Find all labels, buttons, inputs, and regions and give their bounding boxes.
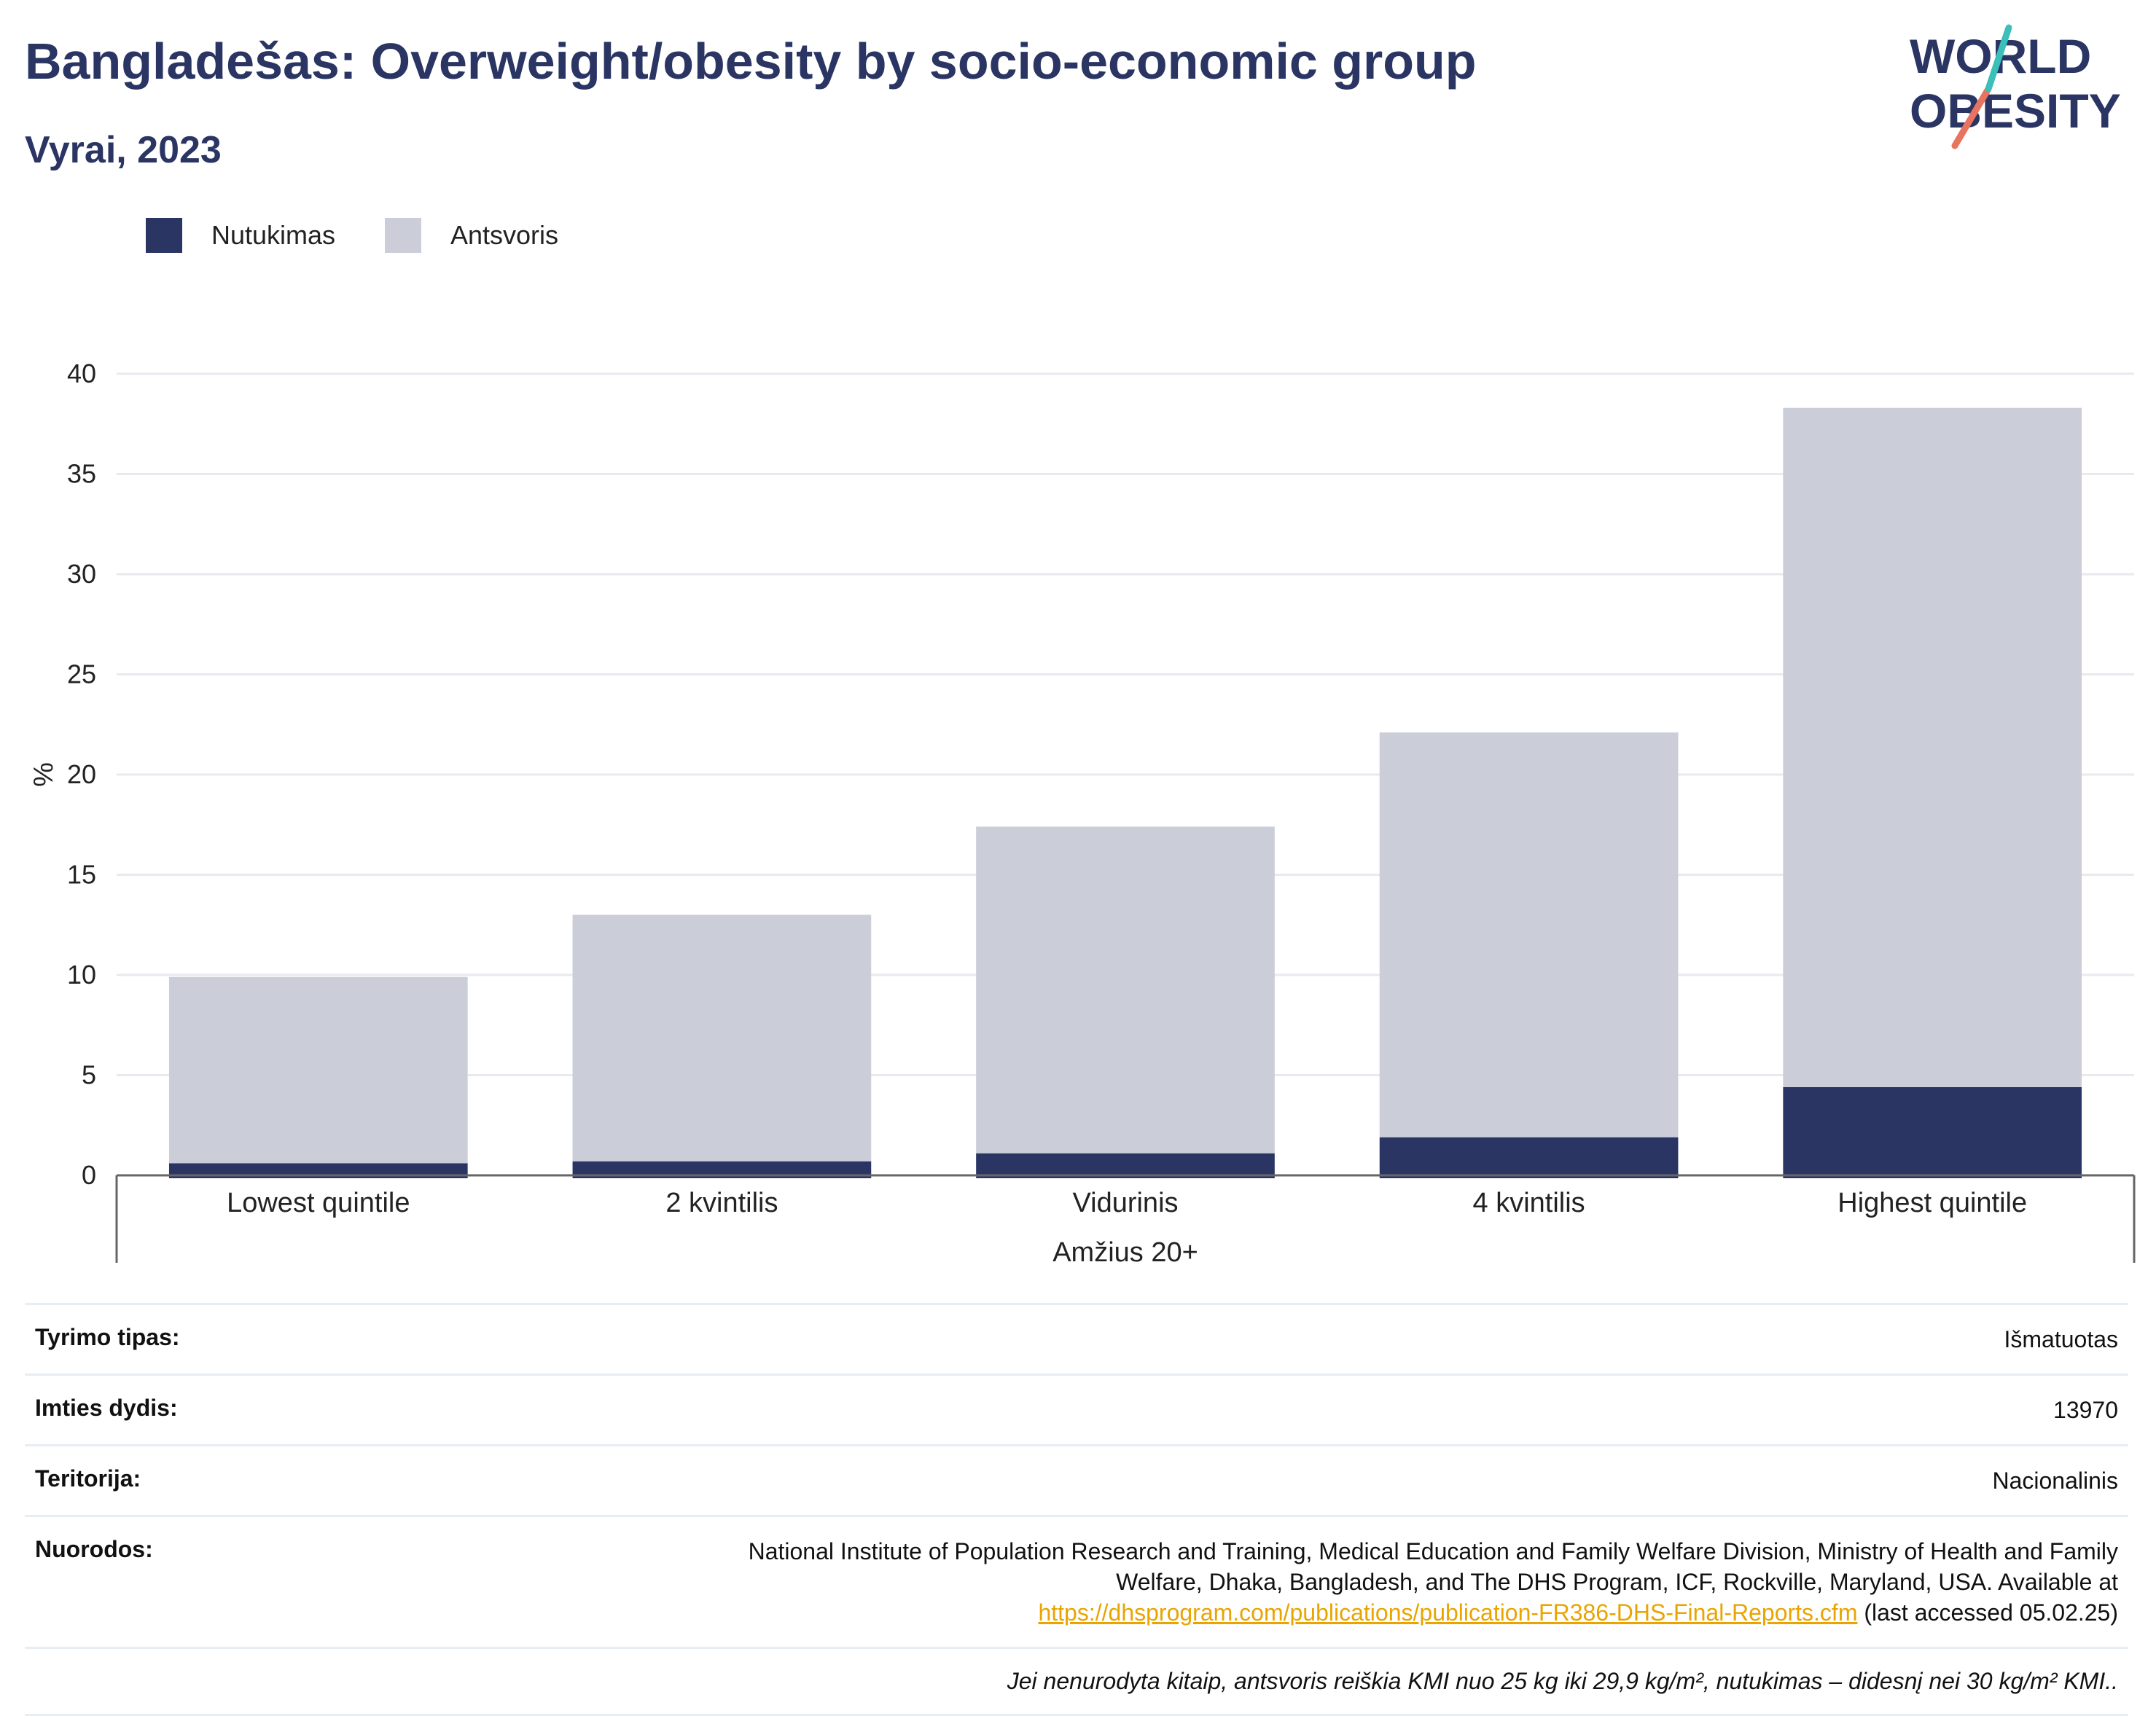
bar-segment xyxy=(572,914,872,1161)
bar-chart: 0 5 10 15 20 25 30 35 40 Lowest quintile 2 kvintil… xyxy=(28,359,2136,1268)
references-line2: Welfare, Dhaka, Bangladesh, and The DHS … xyxy=(1116,1569,2118,1595)
y-tick-label: 25 xyxy=(67,659,96,689)
y-tick-label: 15 xyxy=(67,860,96,890)
world-obesity-logo: WORLD OBESITY xyxy=(1910,24,2121,149)
x-tick-label: 2 kvintilis xyxy=(665,1188,778,1218)
y-tick-label: 0 xyxy=(82,1160,96,1190)
x-axis-title: Amžius 20+ xyxy=(1052,1237,1198,1268)
references-label: Nuorodos: xyxy=(35,1536,153,1562)
meta-row-references: Nuorodos: National Institute of Populati… xyxy=(25,1515,2128,1647)
y-tick-label: 40 xyxy=(67,359,96,388)
legend-label-overweight: Antsvoris xyxy=(450,220,559,250)
y-tick-label: 5 xyxy=(82,1060,96,1090)
sample-size-label: Imties dydis: xyxy=(35,1395,178,1421)
references-line3: https://dhsprogram.com/publications/publ… xyxy=(35,1597,2118,1628)
references-value: National Institute of Population Researc… xyxy=(35,1536,2118,1628)
logo-slash-red xyxy=(1951,85,1992,149)
definition-note: Jei nenurodyta kitaip, antsvoris reiškia… xyxy=(1007,1668,2118,1694)
y-tick-label: 20 xyxy=(67,759,96,789)
meta-row-note: Jei nenurodyta kitaip, antsvoris reiškia… xyxy=(25,1647,2128,1716)
bar-segment xyxy=(1379,732,1679,1137)
meta-row-territory: Teritorija: Nacionalinis xyxy=(25,1444,2128,1515)
x-tick-label: 4 kvintilis xyxy=(1473,1188,1585,1218)
bar-segment xyxy=(1379,1137,1679,1178)
bar-segment xyxy=(976,826,1275,1153)
bar-segment xyxy=(1783,407,2082,1087)
survey-type-label: Tyrimo tipas: xyxy=(35,1324,180,1350)
metadata-table: Tyrimo tipas: Išmatuotas Imties dydis: 1… xyxy=(25,1303,2128,1716)
x-tick-label: Highest quintile xyxy=(1837,1188,2027,1218)
survey-type-value: Išmatuotas xyxy=(2004,1326,2118,1352)
references-link[interactable]: https://dhsprogram.com/publications/publ… xyxy=(1038,1599,1858,1626)
y-tick-label: 10 xyxy=(67,960,96,990)
bar-segment xyxy=(572,1161,872,1178)
bar-segment xyxy=(976,1153,1275,1178)
y-tick-label: 35 xyxy=(67,459,96,489)
territory-value: Nacionalinis xyxy=(1992,1468,2118,1494)
chart-title: Bangladešas: Overweight/obesity by socio… xyxy=(25,33,1477,90)
meta-row-sample-size: Imties dydis: 13970 xyxy=(25,1374,2128,1444)
x-tick-label: Lowest quintile xyxy=(227,1188,410,1218)
legend-swatch-obesity xyxy=(146,218,182,253)
y-axis-title: % xyxy=(28,762,59,787)
references-line1: National Institute of Population Researc… xyxy=(748,1538,2118,1564)
territory-label: Teritorija: xyxy=(35,1465,141,1492)
legend-swatch-overweight xyxy=(385,218,421,253)
chart-subtitle: Vyrai, 2023 xyxy=(25,129,222,171)
logo-slash-teal xyxy=(1985,24,2012,93)
bar-segment xyxy=(168,976,468,1164)
y-tick-label: 30 xyxy=(67,559,96,589)
logo-line2: OBESITY xyxy=(1910,84,2121,138)
references-accessed: (last accessed 05.02.25) xyxy=(1857,1599,2118,1626)
meta-row-survey-type: Tyrimo tipas: Išmatuotas xyxy=(25,1303,2128,1374)
bar-segment xyxy=(1783,1087,2082,1178)
x-tick-label: Vidurinis xyxy=(1072,1188,1178,1218)
legend-label-obesity: Nutukimas xyxy=(211,220,336,250)
sample-size-value: 13970 xyxy=(2053,1397,2118,1423)
